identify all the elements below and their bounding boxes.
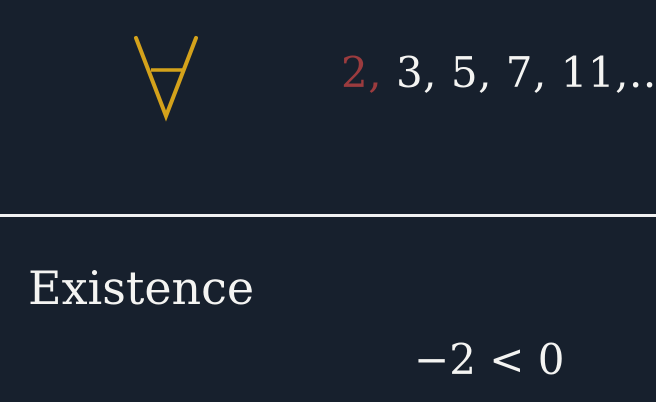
sequence-highlighted-term: 2,	[341, 48, 383, 97]
section-title: Existence	[28, 261, 255, 315]
forall-quantifier-icon	[134, 36, 198, 122]
section-divider	[0, 214, 656, 217]
sequence-remaining-terms: 3, 5, 7, 11,...	[395, 48, 656, 97]
math-expression: −2 < 0	[414, 335, 565, 384]
prime-sequence: 2, 3, 5, 7, 11,...	[341, 48, 656, 98]
